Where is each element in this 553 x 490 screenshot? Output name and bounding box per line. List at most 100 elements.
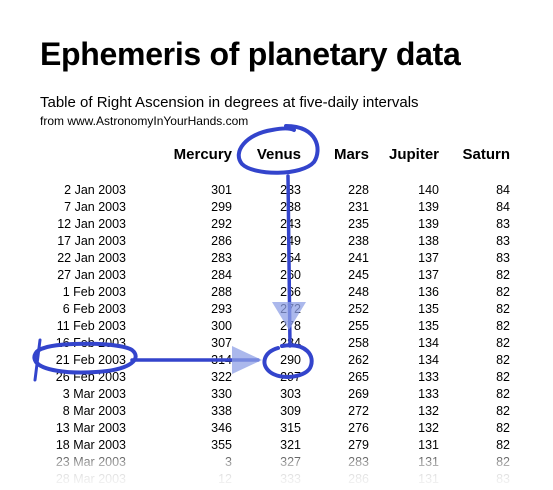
cell-jupiter: 138	[418, 234, 439, 248]
cell-mercury: 288	[211, 285, 232, 299]
row-date: 18 Mar 2003	[55, 438, 126, 452]
cell-mercury: 300	[211, 319, 232, 333]
table-row: 17 Jan 2003 286 249 238 138 83	[0, 234, 553, 251]
cell-jupiter: 135	[418, 319, 439, 333]
cell-venus: 284	[280, 336, 301, 350]
cell-mars: 235	[348, 217, 369, 231]
cell-venus: 278	[280, 319, 301, 333]
cell-mercury: 346	[211, 421, 232, 435]
cell-venus: 315	[280, 421, 301, 435]
cell-venus: 303	[280, 387, 301, 401]
table-row: 8 Mar 2003 338 309 272 132 82	[0, 404, 553, 421]
row-date: 2 Jan 2003	[64, 183, 126, 197]
cell-saturn: 83	[496, 234, 510, 248]
cell-mars: 252	[348, 302, 369, 316]
column-header-jupiter: Jupiter	[388, 146, 439, 163]
row-date: 6 Feb 2003	[62, 302, 126, 316]
cell-mercury: 338	[211, 404, 232, 418]
cell-saturn: 82	[496, 387, 510, 401]
row-date: 7 Jan 2003	[64, 200, 126, 214]
cell-mars: 231	[348, 200, 369, 214]
cell-venus: 238	[280, 200, 301, 214]
cell-saturn: 84	[496, 183, 510, 197]
cell-venus: 297	[280, 370, 301, 384]
table-row: 21 Feb 2003 314 290 262 134 82	[0, 353, 553, 370]
cell-mars: 283	[348, 455, 369, 469]
cell-saturn: 82	[496, 302, 510, 316]
cell-venus: 254	[280, 251, 301, 265]
cell-jupiter: 140	[418, 183, 439, 197]
source-line: from www.AstronomyInYourHands.com	[40, 114, 249, 128]
cell-mercury: 330	[211, 387, 232, 401]
cell-jupiter: 133	[418, 370, 439, 384]
cell-jupiter: 139	[418, 217, 439, 231]
cell-mercury: 284	[211, 268, 232, 282]
cell-saturn: 84	[496, 200, 510, 214]
cell-mars: 241	[348, 251, 369, 265]
table-row: 3 Mar 2003 330 303 269 133 82	[0, 387, 553, 404]
cell-mercury: 355	[211, 438, 232, 452]
cell-mars: 279	[348, 438, 369, 452]
cell-jupiter: 136	[418, 285, 439, 299]
cell-saturn: 82	[496, 353, 510, 367]
cell-venus: 290	[280, 353, 301, 367]
cell-venus: 249	[280, 234, 301, 248]
table-row: 7 Jan 2003 299 238 231 139 84	[0, 200, 553, 217]
page-title: Ephemeris of planetary data	[40, 36, 461, 72]
table-row: 6 Feb 2003 293 272 252 135 82	[0, 302, 553, 319]
cell-saturn: 82	[496, 438, 510, 452]
cell-saturn: 82	[496, 319, 510, 333]
table-row: 2 Jan 2003 301 233 228 140 84	[0, 183, 553, 200]
cell-jupiter: 131	[418, 455, 439, 469]
cell-jupiter: 132	[418, 421, 439, 435]
cell-jupiter: 132	[418, 404, 439, 418]
cell-mars: 248	[348, 285, 369, 299]
row-date: 23 Mar 2003	[55, 455, 126, 469]
table-row: 18 Mar 2003 355 321 279 131 82	[0, 438, 553, 455]
cell-jupiter: 131	[418, 472, 439, 486]
table-row: 27 Jan 2003 284 260 245 137 82	[0, 268, 553, 285]
cell-mars: 262	[348, 353, 369, 367]
cell-mercury: 12	[218, 472, 232, 486]
cell-mars: 276	[348, 421, 369, 435]
cell-jupiter: 137	[418, 251, 439, 265]
row-date: 1 Feb 2003	[62, 285, 126, 299]
cell-saturn: 82	[496, 421, 510, 435]
cell-saturn: 82	[496, 336, 510, 350]
cell-mars: 272	[348, 404, 369, 418]
column-header-mars: Mars	[333, 146, 369, 163]
cell-mars: 245	[348, 268, 369, 282]
cell-venus: 233	[280, 183, 301, 197]
table-subtitle: Table of Right Ascension in degrees at f…	[40, 94, 419, 111]
cell-mars: 265	[348, 370, 369, 384]
cell-venus: 243	[280, 217, 301, 231]
cell-mars: 286	[348, 472, 369, 486]
table-row: 1 Feb 2003 288 266 248 136 82	[0, 285, 553, 302]
row-date: 27 Jan 2003	[57, 268, 126, 282]
cell-mars: 269	[348, 387, 369, 401]
cell-mars: 258	[348, 336, 369, 350]
cell-venus: 327	[280, 455, 301, 469]
cell-mars: 228	[348, 183, 369, 197]
cell-mercury: 301	[211, 183, 232, 197]
cell-mercury: 307	[211, 336, 232, 350]
column-header-mercury: Mercury	[173, 146, 232, 163]
cell-saturn: 83	[496, 251, 510, 265]
cell-mercury: 293	[211, 302, 232, 316]
table-row: 13 Mar 2003 346 315 276 132 82	[0, 421, 553, 438]
column-header-venus: Venus	[256, 146, 301, 163]
cell-jupiter: 134	[418, 336, 439, 350]
cell-mercury: 286	[211, 234, 232, 248]
cell-jupiter: 133	[418, 387, 439, 401]
row-date: 28 Mar 2003	[55, 472, 126, 486]
table-row: 28 Mar 2003 12 333 286 131 83	[0, 472, 553, 489]
cell-mercury: 3	[225, 455, 232, 469]
cell-saturn: 82	[496, 455, 510, 469]
table-row: 16 Feb 2003 307 284 258 134 82	[0, 336, 553, 353]
cell-saturn: 82	[496, 285, 510, 299]
cell-jupiter: 139	[418, 200, 439, 214]
cell-jupiter: 134	[418, 353, 439, 367]
cell-venus: 309	[280, 404, 301, 418]
row-date: 17 Jan 2003	[57, 234, 126, 248]
cell-mercury: 314	[211, 353, 232, 367]
